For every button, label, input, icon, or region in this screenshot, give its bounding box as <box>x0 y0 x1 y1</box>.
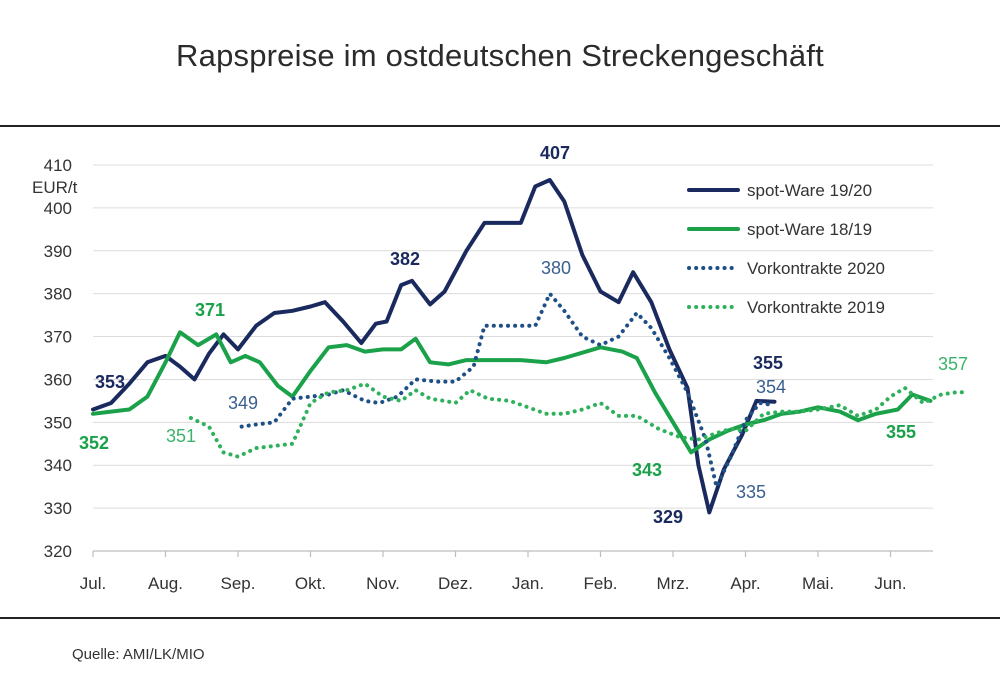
gridlines <box>93 164 933 509</box>
legend: spot-Ware 19/20 spot-Ware 18/19 Vorkontrak… <box>687 181 885 317</box>
y-tick-label: 330 <box>44 499 72 518</box>
x-tick-label: Nov. <box>366 574 400 593</box>
x-tick-label: Aug. <box>148 574 183 593</box>
source-note: Quelle: AMI/LK/MIO <box>72 646 205 663</box>
legend-label-2: Vorkontrakte 2020 <box>747 259 885 278</box>
y-axis-unit-label: EUR/t <box>32 178 78 197</box>
data-label: 343 <box>632 460 662 480</box>
x-tick-label: Jun. <box>874 574 906 593</box>
y-tick-label: 370 <box>44 328 72 347</box>
data-label: 357 <box>938 354 968 374</box>
y-tick-label: 400 <box>44 199 72 218</box>
legend-label-3: Vorkontrakte 2019 <box>747 298 885 317</box>
data-label: 349 <box>228 393 258 413</box>
x-tick-label: Apr. <box>730 574 760 593</box>
y-tick-label: 360 <box>44 370 72 389</box>
y-axis: 410 400 390 380 370 360 350 340 330 320 <box>44 156 72 561</box>
data-labels: 353 382 407 329 355 352 371 343 355 349 380 335 354 3… <box>79 143 968 527</box>
data-label: 382 <box>390 249 420 269</box>
data-label: 353 <box>95 372 125 392</box>
data-label: 371 <box>195 300 225 320</box>
data-label: 355 <box>886 422 916 442</box>
data-label: 351 <box>166 426 196 446</box>
chart-title: Rapspreise im ostdeutschen Streckengesch… <box>176 38 824 73</box>
series-lines <box>91 178 965 515</box>
series-line-0 <box>91 178 777 515</box>
y-tick-label: 390 <box>44 242 72 261</box>
x-tick-label: Mrz. <box>656 574 689 593</box>
data-label: 329 <box>653 507 683 527</box>
legend-label-1: spot-Ware 18/19 <box>747 220 872 239</box>
y-tick-label: 380 <box>44 285 72 304</box>
x-axis: Jul. Aug. Sep. Okt. Nov. Dez. Jan. Feb. Mrz. Apr.… <box>80 550 933 593</box>
y-tick-label: 410 <box>44 156 72 175</box>
x-tick-label: Mai. <box>802 574 834 593</box>
data-label: 354 <box>756 377 786 397</box>
y-tick-label: 340 <box>44 456 72 475</box>
data-label: 355 <box>753 353 783 373</box>
series-line-3 <box>188 381 965 459</box>
y-tick-label: 320 <box>44 542 72 561</box>
data-label: 352 <box>79 433 109 453</box>
data-label: 380 <box>541 258 571 278</box>
data-label: 407 <box>540 143 570 163</box>
x-tick-label: Sep. <box>221 574 256 593</box>
data-label: 335 <box>736 482 766 502</box>
bottom-divider <box>0 617 1000 619</box>
legend-label-0: spot-Ware 19/20 <box>747 181 872 200</box>
top-divider <box>0 125 1000 127</box>
x-tick-label: Jul. <box>80 574 106 593</box>
series-line-1 <box>91 330 933 455</box>
x-tick-label: Okt. <box>295 574 326 593</box>
y-tick-label: 350 <box>44 413 72 432</box>
x-tick-label: Jan. <box>512 574 544 593</box>
x-tick-label: Feb. <box>583 574 617 593</box>
x-tick-label: Dez. <box>438 574 473 593</box>
series-line-2 <box>239 291 777 489</box>
